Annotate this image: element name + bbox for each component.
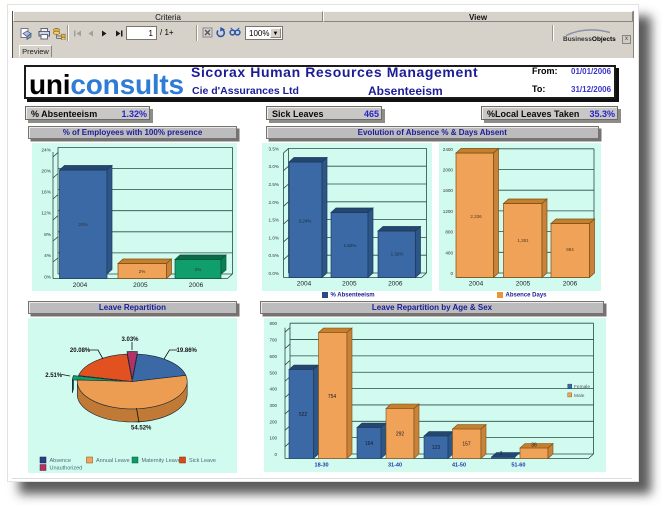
svg-text:0.0%: 0.0%	[269, 271, 279, 276]
svg-text:600: 600	[269, 354, 277, 359]
svg-text:0: 0	[274, 452, 277, 457]
svg-text:2004: 2004	[297, 281, 312, 288]
svg-text:8%: 8%	[44, 232, 52, 238]
svg-text:Female: Female	[574, 384, 590, 390]
svg-text:500: 500	[269, 370, 277, 375]
svg-text:1.62%: 1.62%	[344, 243, 357, 248]
svg-text:400: 400	[445, 250, 453, 255]
svg-text:0%: 0%	[44, 275, 52, 281]
svg-text:2004: 2004	[73, 282, 88, 289]
svg-text:3: 3	[500, 451, 503, 457]
svg-text:1,381: 1,381	[517, 238, 529, 243]
svg-text:2.5%: 2.5%	[269, 182, 279, 187]
svg-text:200: 200	[269, 419, 277, 424]
svg-text:3.0%: 3.0%	[269, 164, 279, 169]
svg-text:3.03%: 3.03%	[121, 337, 139, 343]
svg-text:984: 984	[566, 247, 574, 252]
svg-text:3%: 3%	[195, 267, 202, 272]
svg-text:Sick Leave: Sick Leave	[189, 458, 216, 464]
svg-text:Absence: Absence	[50, 458, 71, 464]
svg-text:2005: 2005	[342, 281, 357, 288]
svg-text:24%: 24%	[41, 147, 51, 153]
svg-text:Male: Male	[574, 393, 585, 399]
svg-text:31-40: 31-40	[388, 463, 402, 469]
svg-text:157: 157	[462, 442, 471, 448]
svg-text:2.51%: 2.51%	[45, 373, 63, 379]
svg-text:800: 800	[445, 230, 453, 235]
svg-text:522: 522	[299, 412, 308, 418]
svg-text:Unauthorized: Unauthorized	[50, 466, 83, 472]
svg-text:36: 36	[531, 443, 537, 449]
svg-text:Annual Leave: Annual Leave	[96, 458, 130, 464]
svg-text:20.08%: 20.08%	[70, 348, 91, 354]
svg-text:54.52%: 54.52%	[131, 426, 152, 432]
svg-text:800: 800	[269, 321, 277, 326]
svg-text:2005: 2005	[516, 281, 531, 288]
svg-text:300: 300	[269, 403, 277, 408]
svg-text:123: 123	[432, 445, 441, 451]
svg-text:1600: 1600	[443, 188, 454, 193]
svg-text:19.86%: 19.86%	[177, 348, 198, 354]
svg-text:2,336: 2,336	[470, 214, 482, 219]
svg-text:12%: 12%	[41, 211, 51, 217]
svg-text:2000: 2000	[443, 168, 454, 173]
svg-text:0: 0	[450, 271, 453, 276]
svg-text:4%: 4%	[44, 253, 52, 259]
svg-text:3.24%: 3.24%	[299, 219, 312, 224]
svg-text:0.5%: 0.5%	[269, 253, 279, 258]
svg-text:20%: 20%	[78, 222, 87, 227]
svg-text:20%: 20%	[41, 169, 51, 175]
svg-text:41-50: 41-50	[452, 463, 466, 469]
svg-text:51-60: 51-60	[511, 463, 525, 469]
svg-text:2006: 2006	[388, 281, 403, 288]
svg-text:16%: 16%	[41, 190, 51, 196]
svg-text:1.0%: 1.0%	[269, 235, 279, 240]
svg-text:2006: 2006	[563, 281, 578, 288]
svg-text:1.5%: 1.5%	[269, 218, 279, 223]
svg-text:2006: 2006	[189, 282, 204, 289]
svg-text:3.5%: 3.5%	[269, 146, 279, 151]
svg-text:2.0%: 2.0%	[269, 200, 279, 205]
svg-text:1200: 1200	[443, 209, 454, 214]
svg-text:1.32%: 1.32%	[391, 252, 404, 257]
svg-text:2005: 2005	[133, 282, 148, 289]
svg-text:2%: 2%	[139, 269, 146, 274]
svg-text:2004: 2004	[469, 281, 484, 288]
svg-text:100: 100	[269, 436, 277, 441]
svg-text:18-30: 18-30	[315, 463, 329, 469]
svg-text:700: 700	[269, 338, 277, 343]
svg-text:292: 292	[396, 432, 405, 438]
svg-text:2400: 2400	[443, 147, 454, 152]
svg-text:Maternity Leave: Maternity Leave	[142, 458, 181, 464]
svg-text:400: 400	[269, 387, 277, 392]
svg-text:754: 754	[328, 394, 337, 400]
svg-text:164: 164	[365, 441, 374, 447]
